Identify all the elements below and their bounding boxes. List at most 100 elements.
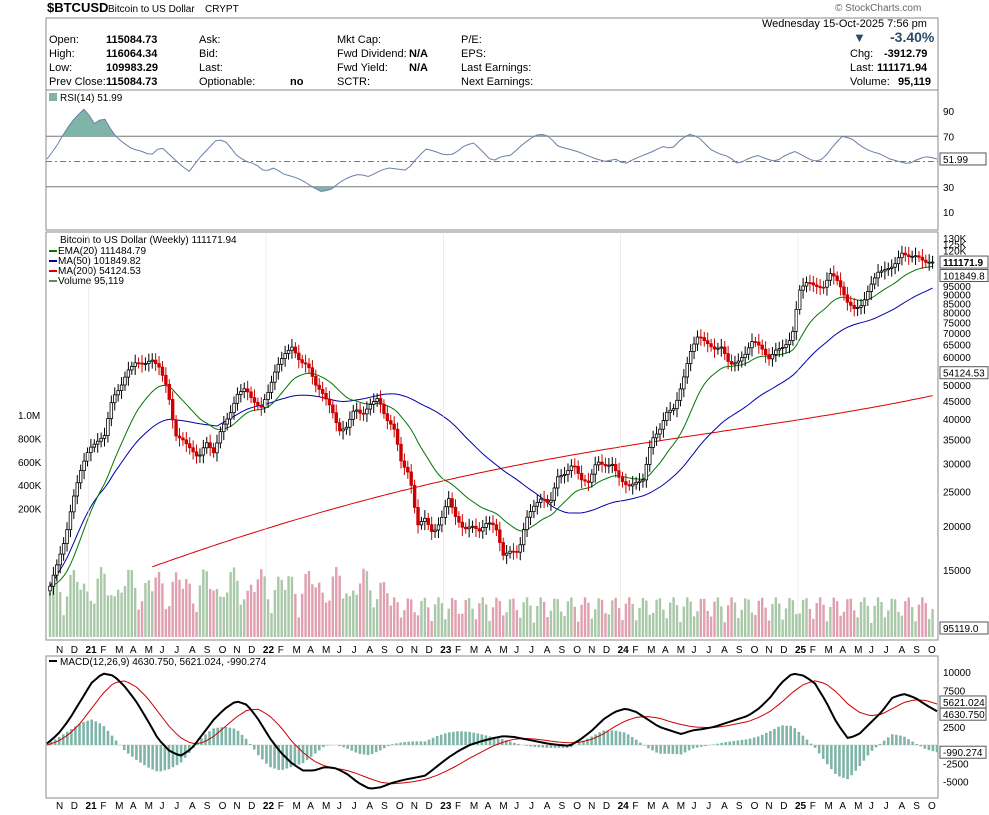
volume-bar	[474, 619, 478, 637]
price-candle	[82, 453, 86, 480]
candle-body	[494, 524, 499, 531]
macd-x-tick-label: J	[692, 801, 697, 812]
price-candle	[184, 432, 189, 453]
volume-bar	[607, 614, 611, 637]
candle-body	[695, 336, 700, 345]
price-candle	[429, 516, 434, 540]
volume-bar	[229, 572, 232, 637]
candle-body	[157, 363, 161, 368]
volume-bar	[795, 614, 798, 637]
macd-x-tick-label: A	[130, 801, 137, 812]
price-x-tick-label: F	[632, 645, 638, 656]
macd-x-tick-label: M	[292, 801, 300, 812]
volume-bar	[191, 603, 195, 637]
candle-body	[692, 343, 696, 352]
macd-histogram-bar	[443, 733, 447, 745]
macd-histogram-bar	[821, 745, 825, 760]
watermark: © StockCharts.com	[835, 3, 922, 14]
volume-bar	[447, 608, 450, 637]
price-candle	[924, 254, 928, 268]
price-x-tick-label: 24	[618, 645, 630, 656]
macd-histogram-bar	[773, 728, 776, 745]
candle-body	[99, 437, 103, 442]
fwdyield-label: Fwd Yield:	[337, 62, 388, 74]
price-candle	[576, 460, 580, 480]
candle-body	[235, 394, 240, 404]
volume-bar	[52, 577, 55, 637]
volume-bar	[318, 582, 321, 637]
price-candle	[603, 457, 608, 473]
candle-body	[770, 353, 775, 360]
candle-body	[920, 256, 925, 261]
price-y-tick-label: 45000	[943, 397, 971, 408]
volume-bar	[617, 608, 621, 637]
volume-bar	[253, 592, 256, 637]
price-x-tick-label: J	[884, 645, 889, 656]
candle-body	[862, 299, 867, 307]
volume-bar	[181, 588, 185, 637]
price-candle	[866, 285, 870, 306]
candle-body	[617, 470, 621, 478]
volume-bar	[761, 597, 764, 637]
price-candle	[300, 354, 304, 369]
price-candle	[525, 510, 529, 538]
volume-bar	[127, 569, 130, 637]
macd-histogram-bar	[204, 734, 207, 745]
price-candle	[395, 422, 400, 452]
volume-bar	[137, 609, 140, 637]
macd-x-tick-label: J	[884, 801, 889, 812]
volume-bar	[512, 598, 515, 637]
price-x-tick-label: S	[204, 645, 211, 656]
volume-bar	[614, 597, 617, 637]
candle-body	[310, 367, 315, 377]
volume-bar	[219, 596, 222, 637]
price-candle	[317, 378, 321, 397]
candle-body	[542, 498, 546, 501]
price-candle	[869, 276, 873, 301]
candle-body	[293, 346, 298, 354]
price-y-tick-label: 30000	[943, 459, 971, 470]
candle-body	[549, 499, 553, 503]
macd-histogram-bar	[622, 732, 626, 745]
macd-histogram-bar	[813, 745, 817, 748]
price-candle	[160, 361, 165, 382]
macd-histogram-bar	[350, 745, 354, 751]
candle-body	[644, 464, 649, 481]
price-candle	[872, 272, 877, 290]
volume-bar	[737, 617, 740, 637]
price-y-tick-label: 50000	[943, 381, 971, 392]
candle-body	[651, 437, 655, 448]
candle-body	[423, 517, 427, 522]
price-candle	[832, 265, 836, 285]
volume-bar	[897, 611, 900, 637]
price-candle	[150, 353, 154, 369]
price-candle	[719, 339, 724, 357]
volume-bar	[161, 583, 164, 637]
price-x-tick-label: F	[455, 645, 461, 656]
volume-bar	[696, 611, 699, 637]
price-candle	[716, 342, 720, 355]
price-x-tick-label: S	[381, 645, 388, 656]
price-candle	[726, 345, 730, 370]
price-candle	[491, 515, 495, 533]
macd-histogram-bar	[70, 729, 73, 745]
volume-bar	[522, 602, 525, 637]
volume-bar	[825, 621, 829, 637]
macd-histogram-bar	[781, 725, 784, 745]
macd-histogram-bar	[699, 745, 703, 747]
macd-histogram-bar	[890, 734, 894, 745]
macd-histogram-bar	[712, 744, 715, 745]
candle-body	[290, 346, 294, 351]
macd-histogram-bar	[496, 738, 500, 745]
price-y-tick-label: 130K	[943, 234, 967, 245]
macd-histogram-bar	[66, 731, 69, 745]
price-candle	[136, 357, 141, 369]
candle-body	[869, 283, 873, 292]
candle-body	[552, 487, 557, 501]
macd-histogram-bar	[537, 745, 541, 748]
rsi-last-value-label: 51.99	[943, 155, 968, 166]
price-candle	[286, 344, 291, 360]
macd-histogram-bar	[643, 745, 646, 746]
volume-bar	[416, 615, 420, 637]
macd-histogram-bar	[86, 720, 89, 745]
